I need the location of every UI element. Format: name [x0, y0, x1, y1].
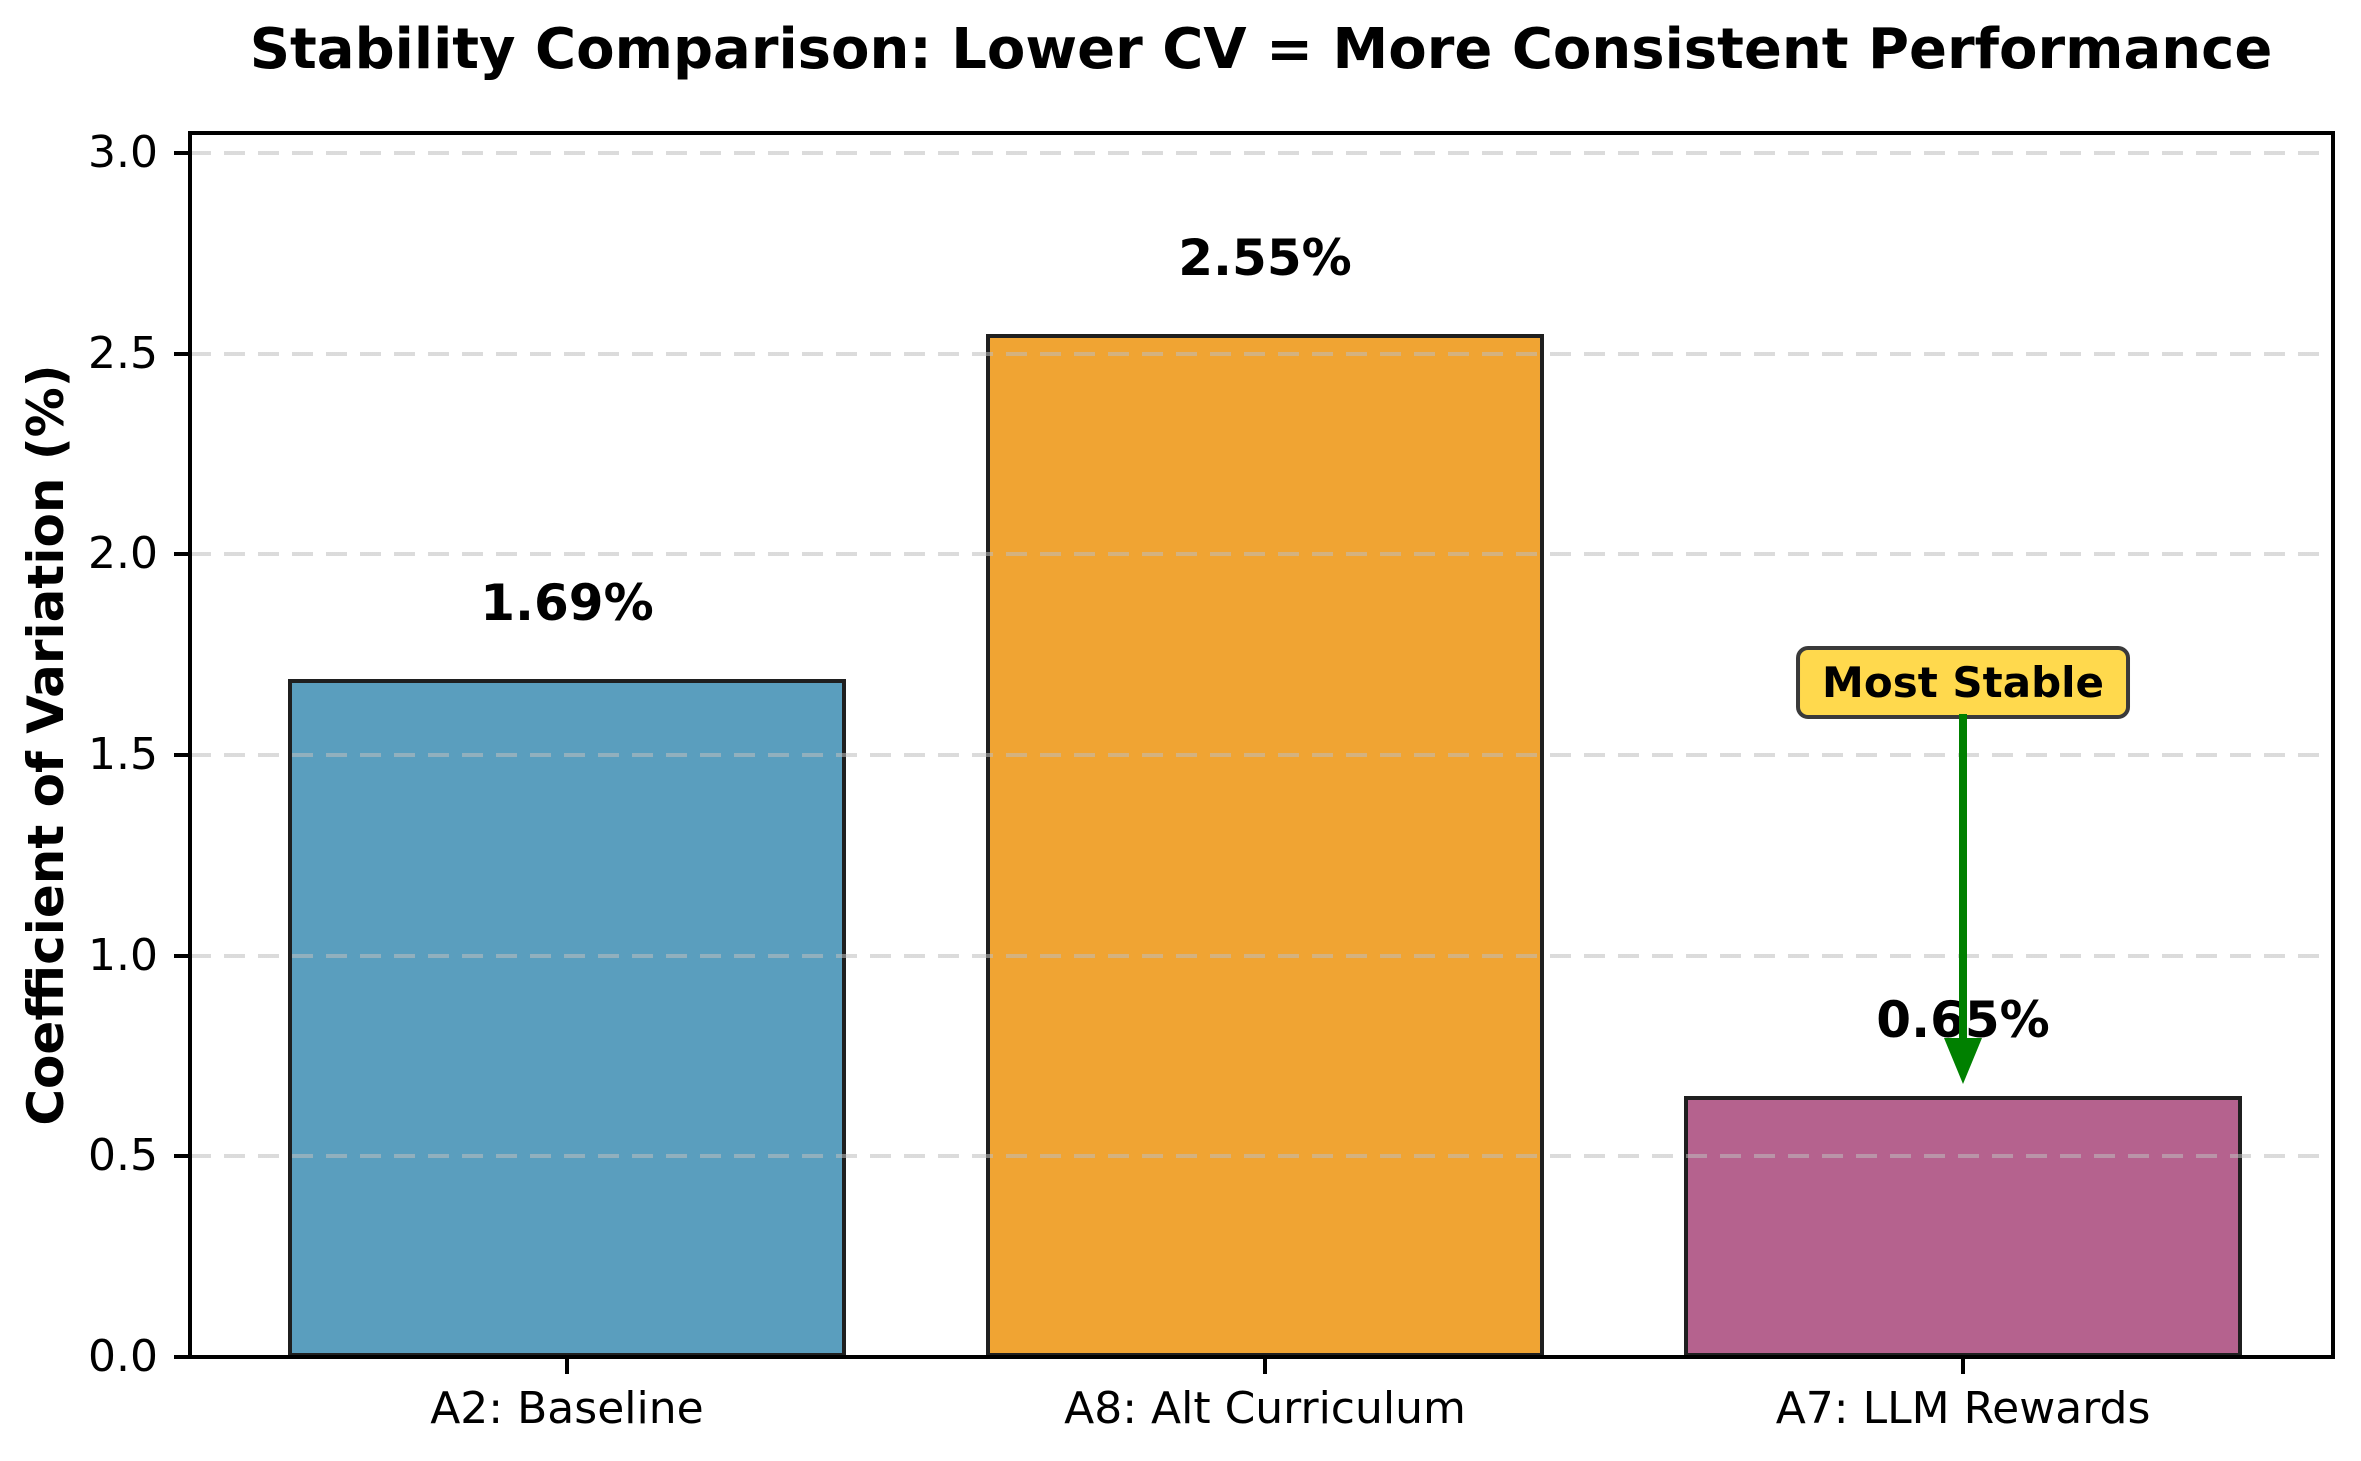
y-tick-mark	[174, 1154, 190, 1159]
annotation-arrow-head	[1944, 1038, 1983, 1085]
y-gridline	[190, 351, 2333, 356]
y-tick-label: 3.0	[88, 127, 158, 179]
y-tick-label: 0.0	[88, 1331, 158, 1382]
x-tick-label: A8: Alt Curriculum	[1064, 1383, 1466, 1434]
y-gridline	[190, 552, 2333, 557]
bar-value-label: 2.55%	[1178, 228, 1352, 287]
x-tick-mark	[1262, 1359, 1267, 1374]
y-gridline	[190, 151, 2333, 156]
y-tick-label: 1.0	[88, 929, 158, 981]
bar-value-label: 1.69%	[480, 573, 654, 632]
x-tick-label: A2: Baseline	[430, 1383, 704, 1434]
y-tick-mark	[174, 552, 190, 557]
y-tick-label: 2.0	[88, 528, 158, 580]
bar-2	[985, 333, 1545, 1357]
y-tick-mark	[174, 351, 190, 356]
x-tick-mark	[564, 1359, 569, 1374]
chart-title: Stability Comparison: Lower CV = More Co…	[249, 17, 2273, 82]
y-tick-mark	[174, 1355, 190, 1359]
annotation-most-stable: Most Stable	[1796, 646, 2131, 719]
y-gridline	[190, 753, 2333, 758]
y-tick-label: 2.5	[88, 327, 158, 379]
y-tick-label: 0.5	[88, 1130, 158, 1182]
y-tick-mark	[174, 753, 190, 758]
x-tick-mark	[1961, 1359, 1966, 1374]
y-tick-label: 1.5	[88, 729, 158, 781]
bar-3	[1683, 1096, 2243, 1357]
y-tick-mark	[174, 151, 190, 156]
y-gridline	[190, 1154, 2333, 1159]
x-tick-label: A7: LLM Rewards	[1775, 1383, 2151, 1434]
y-gridline	[190, 953, 2333, 958]
bar-1	[287, 678, 847, 1357]
annotation-arrow-line	[1959, 714, 1968, 1041]
y-tick-mark	[174, 953, 190, 958]
